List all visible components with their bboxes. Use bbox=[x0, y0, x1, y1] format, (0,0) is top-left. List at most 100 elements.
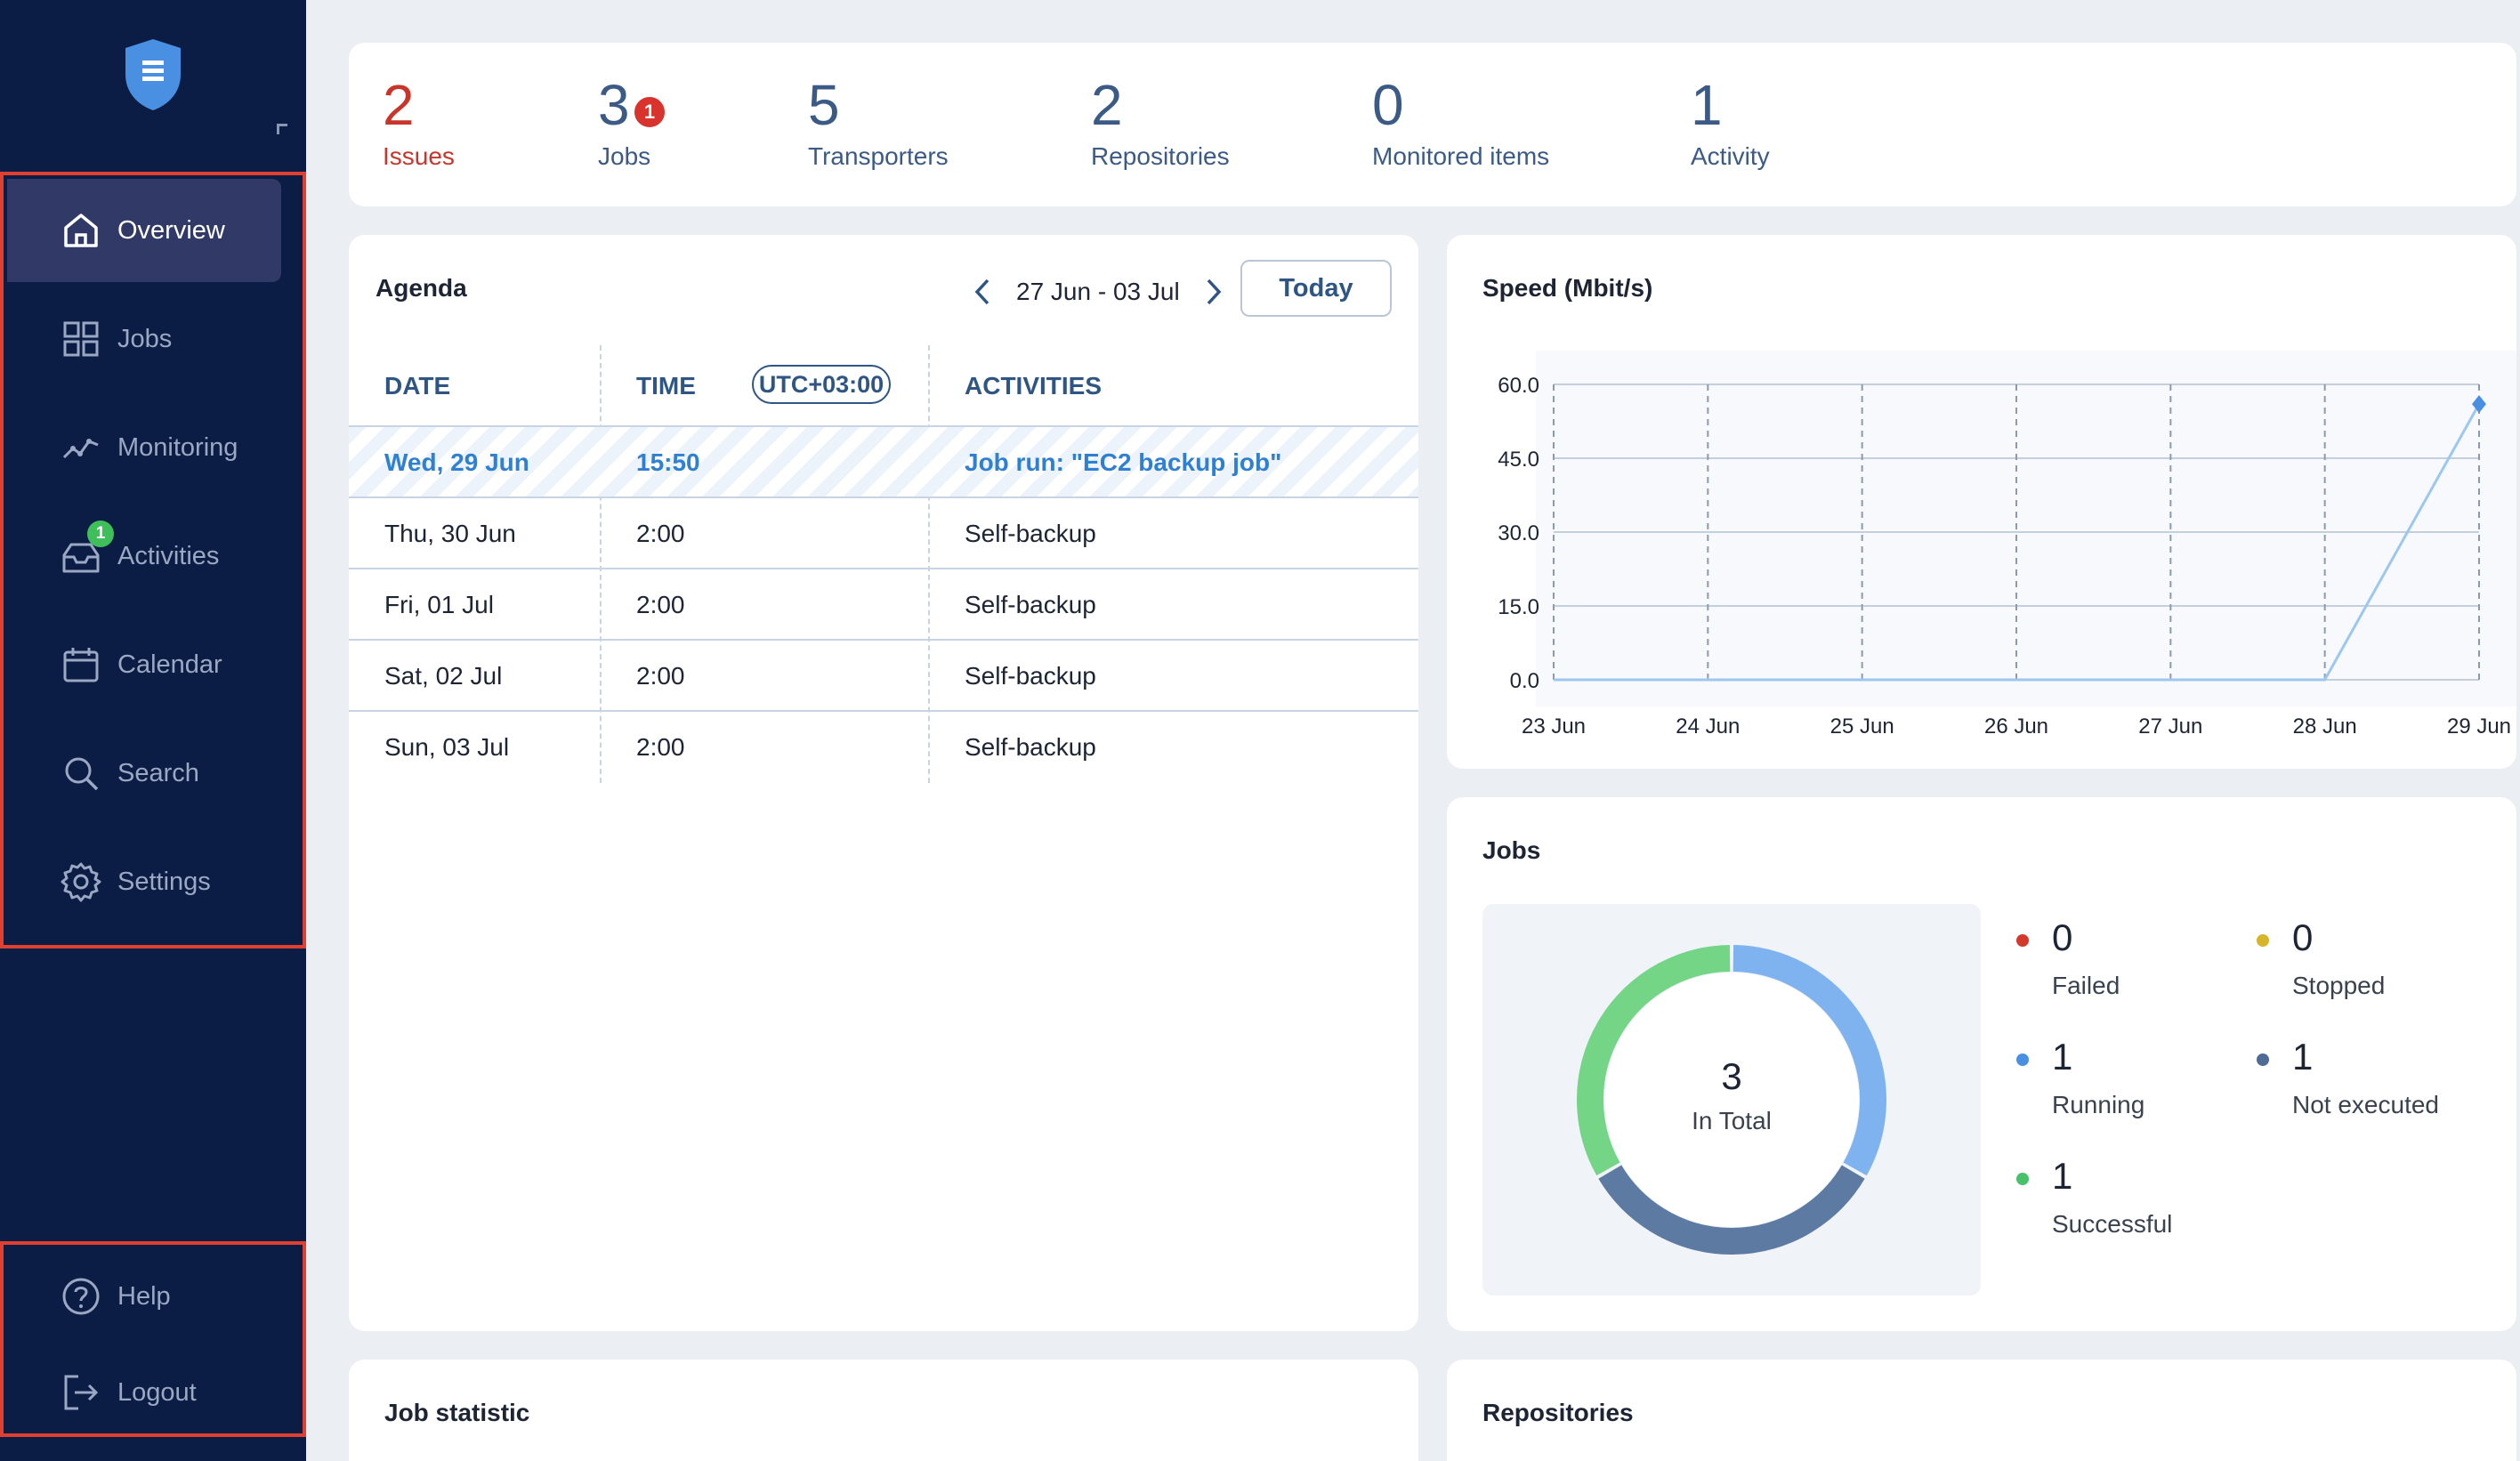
sidebar-item-label: Activities bbox=[117, 541, 220, 570]
legend-dot bbox=[2016, 1053, 2029, 1066]
repositories-card: Repositories bbox=[1447, 1360, 2516, 1461]
row-time: 2:00 bbox=[636, 733, 685, 761]
sidebar-item-activities[interactable]: 1 Activities bbox=[7, 504, 281, 608]
donut-center bbox=[1604, 973, 1859, 1227]
jobs-badge: 1 bbox=[632, 94, 667, 130]
legend-label: Running bbox=[2052, 1091, 2145, 1118]
legend-dot bbox=[2257, 934, 2269, 947]
stat-transporters[interactable]: 5 Transporters bbox=[808, 69, 949, 171]
x-tick-label: 23 Jun bbox=[1522, 714, 1586, 739]
row-time: 2:00 bbox=[636, 591, 685, 618]
legend-value: 1 bbox=[2052, 1036, 2073, 1078]
sidebar-item-monitoring[interactable]: Monitoring bbox=[7, 396, 281, 499]
x-tick-label: 29 Jun bbox=[2447, 714, 2511, 739]
speed-data-point bbox=[2472, 395, 2486, 414]
y-tick-label: 0.0 bbox=[1510, 669, 1539, 693]
stat-issues[interactable]: 2 Issues bbox=[383, 69, 455, 171]
row-date: Wed, 29 Jun bbox=[384, 448, 529, 476]
donut-segment-not-executed bbox=[1598, 1165, 1865, 1255]
stat-value: 2 bbox=[383, 73, 415, 137]
donut-segment-successful bbox=[1577, 945, 1731, 1176]
agenda-card: Agenda 27 Jun - 03 Jul Today DATE TIME U… bbox=[349, 235, 1418, 1331]
legend-dot bbox=[2016, 1173, 2029, 1185]
stat-activity[interactable]: 1 Activity bbox=[1691, 69, 1770, 171]
sidebar-item-label: Monitoring bbox=[117, 432, 238, 462]
stat-label: Issues bbox=[383, 142, 455, 170]
agenda-table: DATE TIME UTC+03:00 ACTIVITIES Wed, 29 J… bbox=[349, 345, 1418, 783]
table-row[interactable]: Sun, 03 Jul 2:00 Self-backup bbox=[349, 712, 1418, 783]
date-range-label: 27 Jun - 03 Jul bbox=[1016, 278, 1180, 305]
job-statistic-title: Job statistic bbox=[384, 1399, 530, 1426]
row-activity[interactable]: Job run: "EC2 backup job" bbox=[965, 448, 1282, 476]
column-header-date[interactable]: DATE bbox=[384, 372, 451, 400]
calendar-icon bbox=[63, 648, 99, 682]
row-activity: Self-backup bbox=[965, 662, 1096, 690]
summary-bar: 2 Issues 3 1 Jobs 5 Transporters 2 Repos… bbox=[349, 43, 2516, 206]
sidebar-item-logout[interactable]: Logout bbox=[7, 1341, 281, 1444]
chart-plot-area bbox=[1536, 351, 2516, 706]
home-icon bbox=[64, 214, 98, 247]
column-header-time[interactable]: TIME bbox=[636, 372, 696, 400]
table-row[interactable]: Fri, 01 Jul 2:00 Self-backup bbox=[349, 569, 1418, 641]
column-header-activities[interactable]: ACTIVITIES bbox=[965, 372, 1102, 400]
sidebar-item-label: Jobs bbox=[117, 324, 173, 353]
sidebar-item-label: Overview bbox=[117, 215, 225, 245]
stat-label: Monitored items bbox=[1372, 142, 1550, 170]
row-activity: Self-backup bbox=[965, 520, 1096, 547]
sidebar-item-jobs[interactable]: Jobs bbox=[7, 287, 281, 391]
timezone-selector[interactable]: UTC+03:00 bbox=[752, 365, 891, 404]
help-icon bbox=[62, 1278, 100, 1315]
table-row[interactable]: Thu, 30 Jun 2:00 Self-backup bbox=[349, 498, 1418, 569]
column-divider bbox=[600, 345, 602, 783]
stat-label: Repositories bbox=[1091, 142, 1230, 170]
previous-week-button[interactable] bbox=[963, 272, 1002, 311]
sidebar-item-overview[interactable]: Overview bbox=[7, 179, 281, 282]
sidebar-item-label: Search bbox=[117, 758, 199, 787]
stat-jobs[interactable]: 3 1 Jobs bbox=[598, 69, 667, 171]
today-button[interactable]: Today bbox=[1240, 260, 1392, 317]
legend-label: Not executed bbox=[2292, 1091, 2439, 1118]
chart-line-icon bbox=[62, 439, 99, 459]
table-row[interactable]: Wed, 29 Jun 15:50 Job run: "EC2 backup j… bbox=[349, 427, 1418, 498]
collapse-sidebar-icon[interactable] bbox=[277, 124, 287, 134]
stat-label: Jobs bbox=[598, 142, 651, 170]
stat-value: 2 bbox=[1091, 73, 1123, 137]
activities-badge: 1 bbox=[87, 521, 114, 547]
next-week-button[interactable] bbox=[1194, 272, 1233, 311]
logo-icon[interactable] bbox=[124, 37, 182, 112]
gear-icon bbox=[61, 862, 101, 902]
stat-monitored-items[interactable]: 0 Monitored items bbox=[1372, 69, 1549, 171]
x-tick-label: 27 Jun bbox=[2138, 714, 2202, 739]
sidebar-item-settings[interactable]: Settings bbox=[7, 830, 281, 933]
row-time: 2:00 bbox=[636, 662, 685, 690]
jobs-donut-chart bbox=[1577, 945, 1886, 1255]
jobs-card: Jobs 3 In Total 0 Failed 0 Stopped 1 Run… bbox=[1447, 797, 2516, 1331]
sidebar-item-calendar[interactable]: Calendar bbox=[7, 613, 281, 716]
table-row[interactable]: Sat, 02 Jul 2:00 Self-backup bbox=[349, 641, 1418, 712]
table-header: DATE TIME UTC+03:00 ACTIVITIES bbox=[349, 345, 1418, 427]
jobs-total-label: In Total bbox=[1692, 1107, 1772, 1134]
sidebar-item-search[interactable]: Search bbox=[7, 722, 281, 825]
sidebar-item-help[interactable]: Help bbox=[7, 1245, 281, 1348]
row-activity: Self-backup bbox=[965, 733, 1096, 761]
bottom-navigation: Help Logout bbox=[0, 1241, 306, 1437]
y-tick-label: 60.0 bbox=[1498, 374, 1539, 398]
job-statistic-card: Job statistic bbox=[349, 1360, 1418, 1461]
speed-chart: 60.0 45.0 30.0 15.0 0.0 23 Jun 24 Jun 25 Jun 26 … bbox=[1498, 351, 2516, 739]
x-tick-label: 25 Jun bbox=[1830, 714, 1894, 739]
row-time: 15:50 bbox=[636, 448, 700, 476]
sidebar-item-label: Calendar bbox=[117, 650, 222, 679]
row-activity: Self-backup bbox=[965, 591, 1096, 618]
sidebar-item-label: Logout bbox=[117, 1377, 197, 1407]
sidebar-item-label: Settings bbox=[117, 867, 211, 896]
stat-value: 5 bbox=[808, 73, 840, 137]
speed-chart-title: Speed (Mbit/s) bbox=[1482, 274, 1653, 302]
inbox-icon bbox=[62, 543, 100, 573]
legend-label: Failed bbox=[2052, 972, 2120, 999]
stat-repositories[interactable]: 2 Repositories bbox=[1091, 69, 1230, 171]
stat-label: Activity bbox=[1691, 142, 1770, 170]
row-date: Sun, 03 Jul bbox=[384, 733, 510, 761]
x-tick-label: 26 Jun bbox=[1984, 714, 2048, 739]
legend-value: 1 bbox=[2052, 1155, 2073, 1197]
stat-label: Transporters bbox=[808, 142, 949, 170]
